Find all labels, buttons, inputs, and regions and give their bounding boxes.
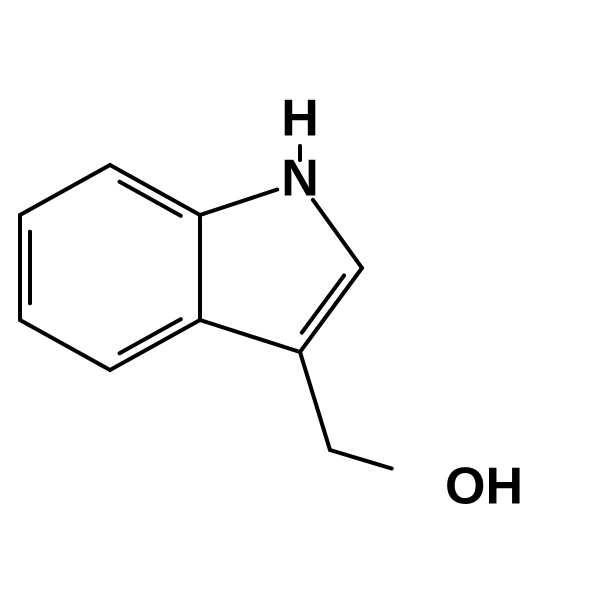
bond (20, 165, 110, 215)
bond (330, 450, 392, 469)
bond (110, 165, 200, 215)
bond (200, 320, 300, 352)
atom-label: OH (445, 458, 523, 516)
bond (20, 320, 110, 370)
bond (313, 200, 362, 268)
bond (300, 268, 362, 352)
atom-label: H (281, 90, 319, 148)
bond (300, 352, 330, 450)
bond (110, 320, 200, 370)
molecule-diagram: NH OH (0, 0, 600, 600)
bond (200, 190, 277, 215)
atom-label: N (281, 150, 319, 208)
